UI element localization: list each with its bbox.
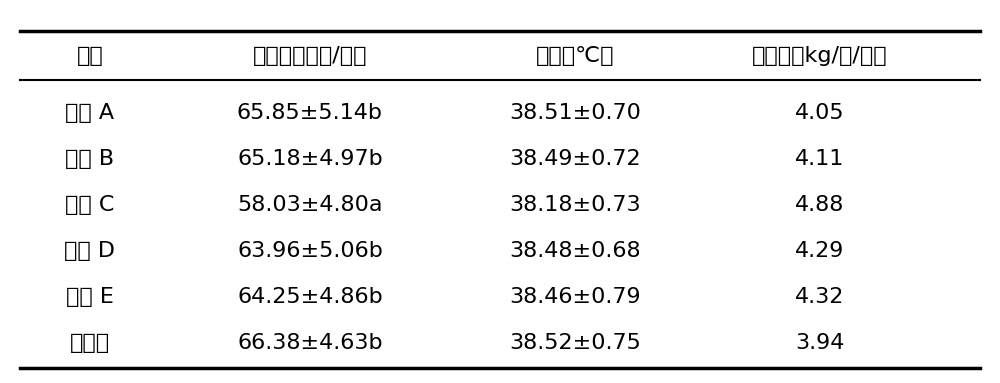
Text: 38.49±0.72: 38.49±0.72 <box>509 149 641 169</box>
Text: 38.18±0.73: 38.18±0.73 <box>509 195 641 215</box>
Text: 呼吸频率（次/分）: 呼吸频率（次/分） <box>253 46 367 65</box>
Text: 对照组: 对照组 <box>70 333 110 353</box>
Text: 58.03±4.80a: 58.03±4.80a <box>237 195 383 215</box>
Text: 4.32: 4.32 <box>795 287 845 307</box>
Text: 4.11: 4.11 <box>795 149 845 169</box>
Text: 4.29: 4.29 <box>795 241 845 261</box>
Text: 65.85±5.14b: 65.85±5.14b <box>237 103 383 123</box>
Text: 38.52±0.75: 38.52±0.75 <box>509 333 641 353</box>
Text: 64.25±4.86b: 64.25±4.86b <box>237 287 383 307</box>
Text: 63.96±5.06b: 63.96±5.06b <box>237 241 383 261</box>
Text: 实验 C: 实验 C <box>65 195 115 215</box>
Text: 实验 A: 实验 A <box>65 103 115 123</box>
Text: 实验 E: 实验 E <box>66 287 114 307</box>
Text: 38.51±0.70: 38.51±0.70 <box>509 103 641 123</box>
Text: 组别: 组别 <box>77 46 103 65</box>
Text: 4.05: 4.05 <box>795 103 845 123</box>
Text: 38.48±0.68: 38.48±0.68 <box>509 241 641 261</box>
Text: 实验 B: 实验 B <box>65 149 115 169</box>
Text: 38.46±0.79: 38.46±0.79 <box>509 287 641 307</box>
Text: 4.88: 4.88 <box>795 195 845 215</box>
Text: 采食量（kg/天/头）: 采食量（kg/天/头） <box>752 46 888 65</box>
Text: 65.18±4.97b: 65.18±4.97b <box>237 149 383 169</box>
Text: 66.38±4.63b: 66.38±4.63b <box>237 333 383 353</box>
Text: 3.94: 3.94 <box>795 333 845 353</box>
Text: 体温（℃）: 体温（℃） <box>536 46 614 65</box>
Text: 实验 D: 实验 D <box>64 241 116 261</box>
